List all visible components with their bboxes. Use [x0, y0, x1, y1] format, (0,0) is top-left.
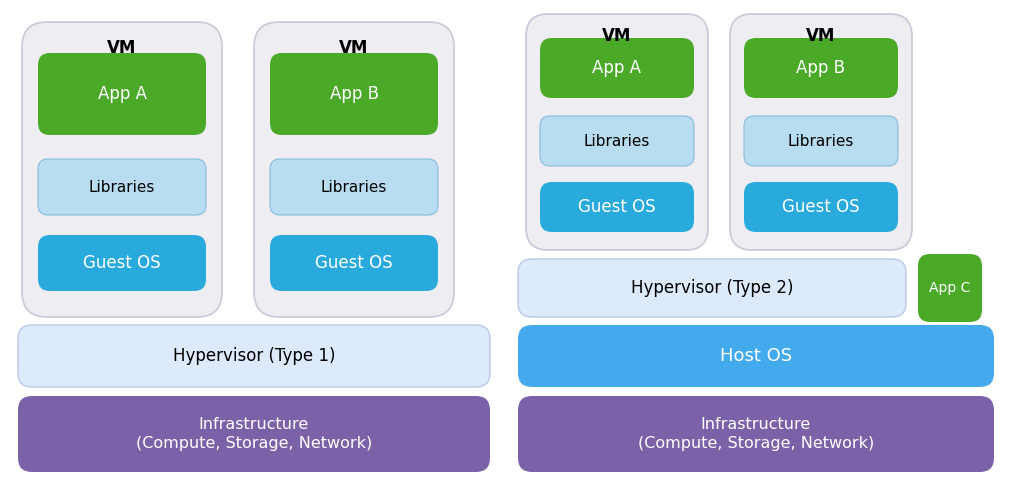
Text: Guest OS: Guest OS	[782, 198, 859, 216]
FancyBboxPatch shape	[540, 182, 694, 232]
FancyBboxPatch shape	[18, 396, 489, 472]
FancyBboxPatch shape	[540, 116, 694, 166]
Text: App B: App B	[330, 85, 378, 103]
FancyBboxPatch shape	[38, 159, 206, 215]
Text: VM: VM	[107, 39, 136, 57]
Text: Guest OS: Guest OS	[314, 254, 392, 272]
FancyBboxPatch shape	[743, 182, 897, 232]
Text: Guest OS: Guest OS	[577, 198, 655, 216]
FancyBboxPatch shape	[254, 22, 454, 317]
Text: App C: App C	[928, 281, 970, 295]
FancyBboxPatch shape	[743, 38, 897, 98]
FancyBboxPatch shape	[729, 14, 911, 250]
Text: Libraries: Libraries	[89, 179, 155, 195]
FancyBboxPatch shape	[526, 14, 708, 250]
Text: Hypervisor (Type 2): Hypervisor (Type 2)	[630, 279, 793, 297]
FancyBboxPatch shape	[38, 235, 206, 291]
Text: Libraries: Libraries	[320, 179, 387, 195]
Text: Infrastructure
(Compute, Storage, Network): Infrastructure (Compute, Storage, Networ…	[637, 416, 874, 452]
FancyBboxPatch shape	[270, 53, 438, 135]
Text: App B: App B	[796, 59, 844, 77]
FancyBboxPatch shape	[22, 22, 221, 317]
Text: Guest OS: Guest OS	[83, 254, 161, 272]
FancyBboxPatch shape	[518, 259, 905, 317]
Text: Hypervisor (Type 1): Hypervisor (Type 1)	[173, 347, 335, 365]
Text: VM: VM	[602, 27, 631, 45]
Text: App A: App A	[591, 59, 641, 77]
FancyBboxPatch shape	[540, 38, 694, 98]
FancyBboxPatch shape	[917, 254, 981, 322]
FancyBboxPatch shape	[270, 159, 438, 215]
FancyBboxPatch shape	[18, 325, 489, 387]
Text: VM: VM	[806, 27, 835, 45]
FancyBboxPatch shape	[743, 116, 897, 166]
Text: Libraries: Libraries	[583, 134, 649, 148]
Text: Infrastructure
(Compute, Storage, Network): Infrastructure (Compute, Storage, Networ…	[135, 416, 372, 452]
FancyBboxPatch shape	[38, 53, 206, 135]
Text: Host OS: Host OS	[719, 347, 792, 365]
Text: Libraries: Libraries	[787, 134, 853, 148]
Text: VM: VM	[339, 39, 368, 57]
Text: App A: App A	[97, 85, 147, 103]
FancyBboxPatch shape	[518, 325, 993, 387]
FancyBboxPatch shape	[270, 235, 438, 291]
FancyBboxPatch shape	[518, 396, 993, 472]
